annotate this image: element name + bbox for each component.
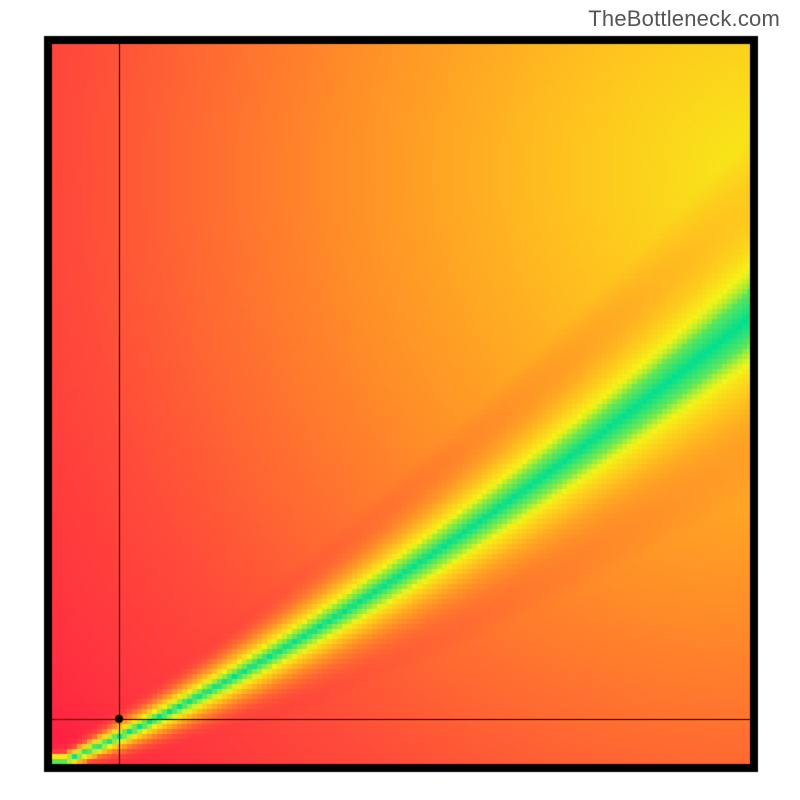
chart-container: TheBottleneck.com [0, 0, 800, 800]
heatmap-canvas [0, 0, 800, 800]
watermark-text: TheBottleneck.com [588, 6, 780, 32]
